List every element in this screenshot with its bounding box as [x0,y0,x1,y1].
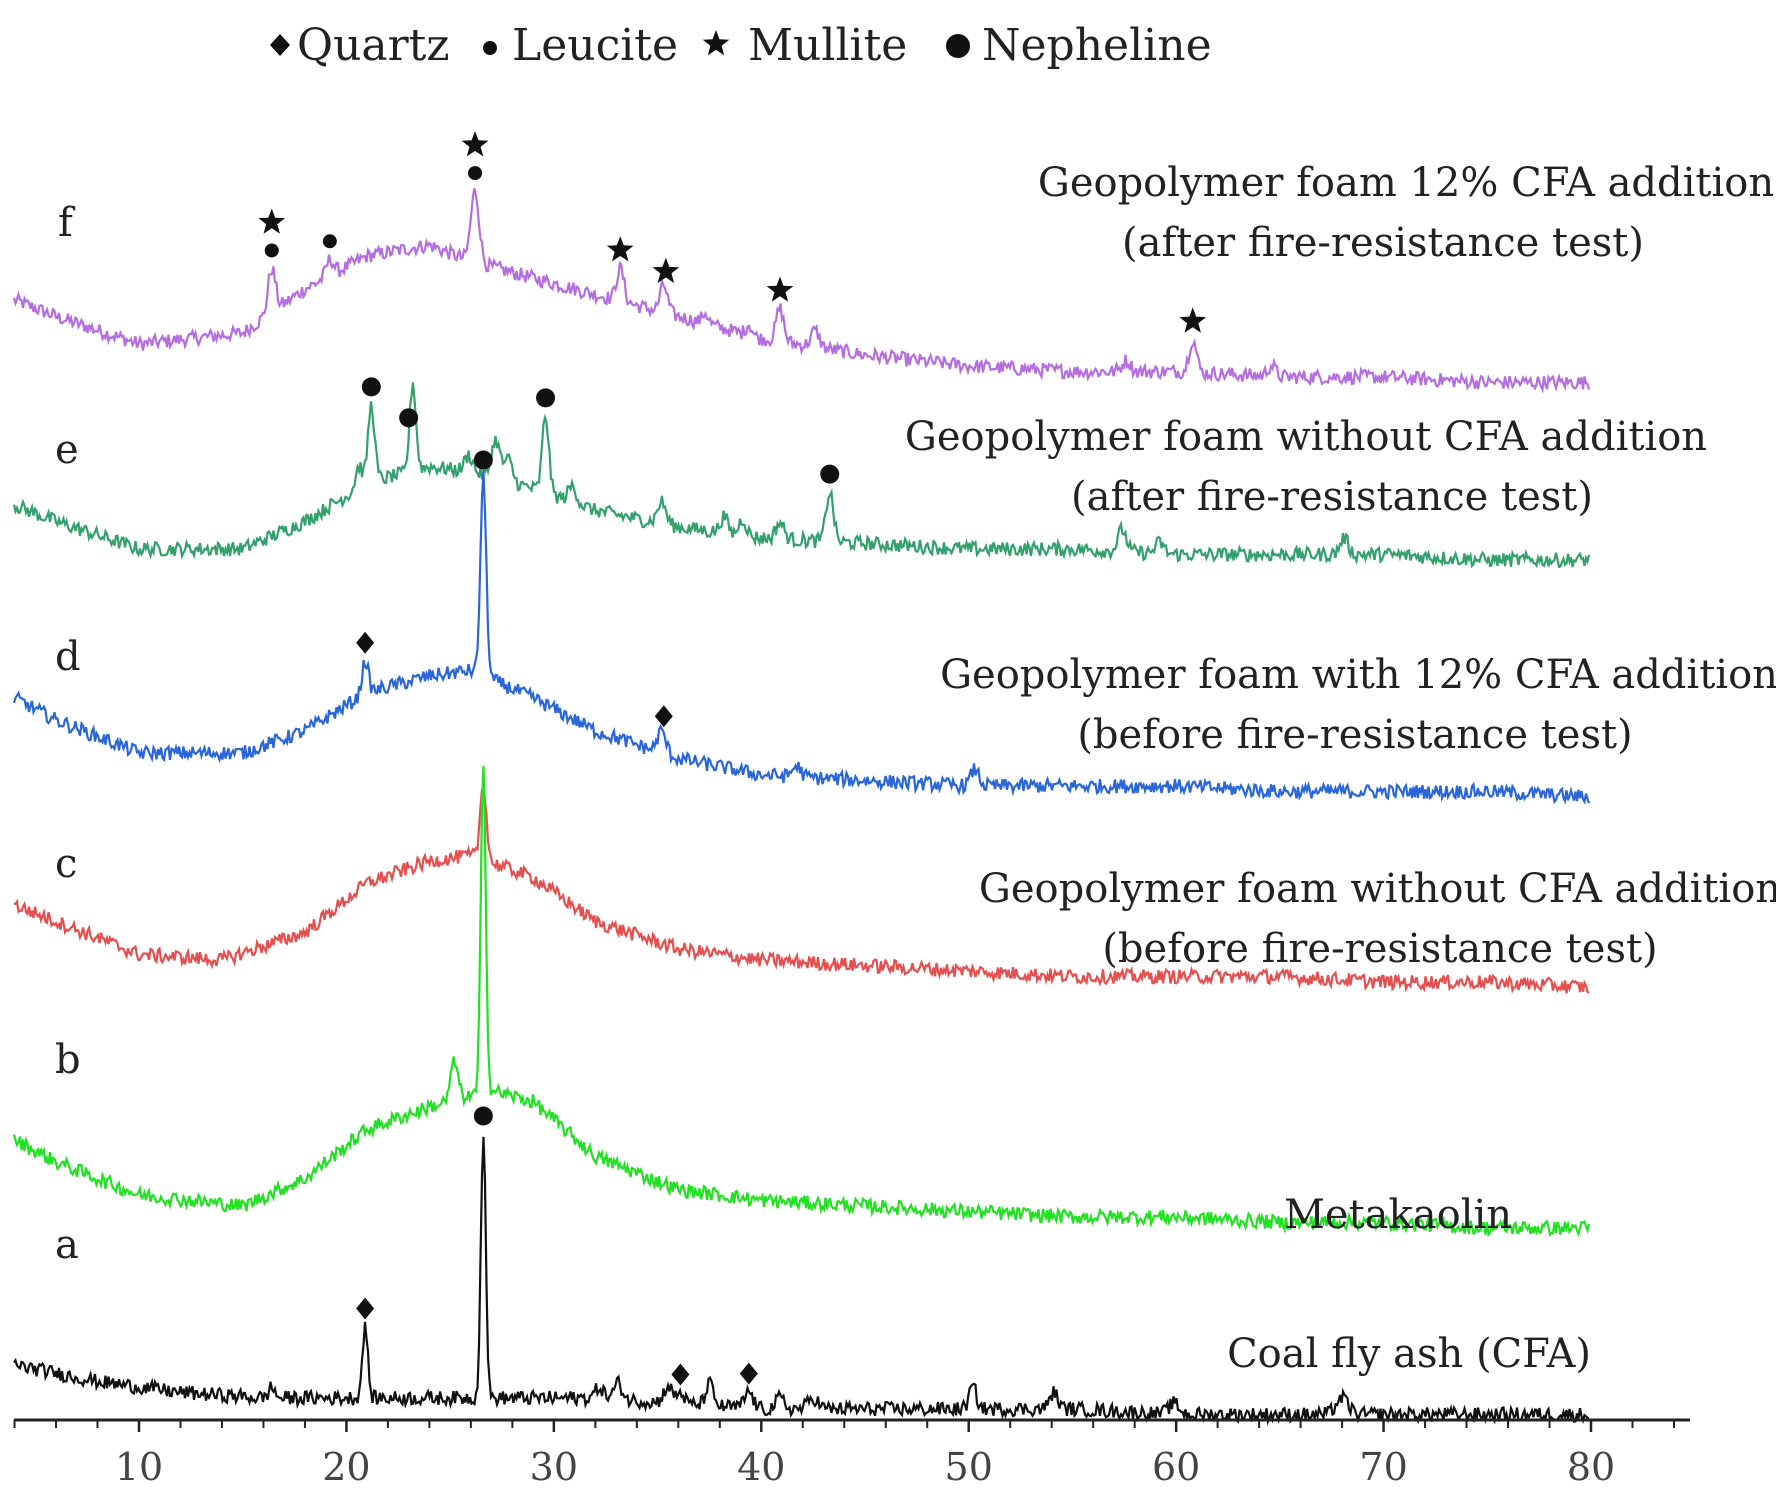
big-dot-marker-icon [361,377,381,397]
series-label-d-line1: Geopolymer foam with 12% CFA addition [940,652,1776,698]
x-axis-ticks [13,1420,1675,1432]
x-tick-labels: 10 20 30 40 50 60 70 80 [115,1445,1615,1489]
series-label-c-line2: (before fire-resistance test) [1102,926,1657,972]
big-dot-marker-icon [536,388,556,408]
series-letter-b: b [55,1037,81,1083]
big-dot-marker-icon [399,408,419,428]
diamond-marker-icon [654,705,673,728]
diamond-marker-icon [671,1363,690,1386]
legend: Quartz Leucite Mullite Nepheline [270,20,1212,71]
series-line-a [13,1136,1590,1426]
series-letters: f e d c b a [55,200,81,1268]
series-label-e-line1: Geopolymer foam without CFA addition [905,414,1707,460]
series-label-d-line2: (before fire-resistance test) [1077,712,1632,758]
legend-label-mullite: Mullite [748,20,907,71]
series-label-c-line1: Geopolymer foam without CFA addition [979,866,1776,912]
x-tick-label: 50 [945,1445,993,1489]
big-dot-marker-icon [473,1106,493,1126]
series-line-e [12,382,1591,569]
series-line-d [12,471,1591,805]
x-tick-label: 20 [322,1445,370,1489]
leucite-legend-icon [483,41,497,55]
series-letter-c: c [55,841,77,887]
diamond-marker-icon [739,1362,758,1385]
series-line-f [12,188,1591,394]
star-marker-icon [766,276,794,302]
x-tick-label: 70 [1359,1445,1407,1489]
small-dot-marker-icon [468,166,483,181]
x-tick-label: 40 [737,1445,785,1489]
series-label-a-line1: Coal fly ash (CFA) [1227,1331,1591,1377]
diamond-marker-icon [356,631,375,654]
legend-label-nepheline: Nepheline [982,20,1212,71]
series-label-f-line1: Geopolymer foam 12% CFA addition [1038,160,1774,206]
series-letter-a: a [55,1222,79,1268]
legend-label-quartz: Quartz [297,20,450,71]
star-marker-icon [461,131,489,157]
series-letter-d: d [55,634,81,680]
x-axis: 10 20 30 40 50 60 70 80 [13,1418,1690,1489]
series-letter-e: e [55,427,79,473]
series-line-c [13,782,1590,994]
big-dot-marker-icon [820,464,840,484]
x-tick-label: 60 [1152,1445,1200,1489]
star-marker-icon [258,208,286,234]
series-label-f-line2: (after fire-resistance test) [1122,220,1644,266]
diamond-marker-icon [356,1297,375,1320]
series-labels: Geopolymer foam 12% CFA addition (after … [905,160,1776,1377]
quartz-legend-icon [270,34,290,56]
nepheline-legend-icon [946,34,970,58]
legend-label-leucite: Leucite [512,20,678,71]
series-letter-f: f [58,200,76,246]
series-label-e-line2: (after fire-resistance test) [1071,474,1593,520]
star-marker-icon [606,236,634,262]
series-group [12,188,1591,1426]
x-tick-label: 10 [115,1445,163,1489]
series-line-b [12,765,1591,1238]
small-dot-marker-icon [322,234,337,249]
series-label-b-line1: Metakaolin [1284,1192,1512,1238]
star-marker-icon [652,257,680,283]
x-tick-label: 30 [530,1445,578,1489]
small-dot-marker-icon [264,243,279,258]
x-tick-label: 80 [1567,1445,1615,1489]
phase-markers [258,131,1207,1386]
big-dot-marker-icon [473,450,493,470]
star-marker-icon [1179,307,1207,333]
mullite-legend-icon [702,30,730,56]
